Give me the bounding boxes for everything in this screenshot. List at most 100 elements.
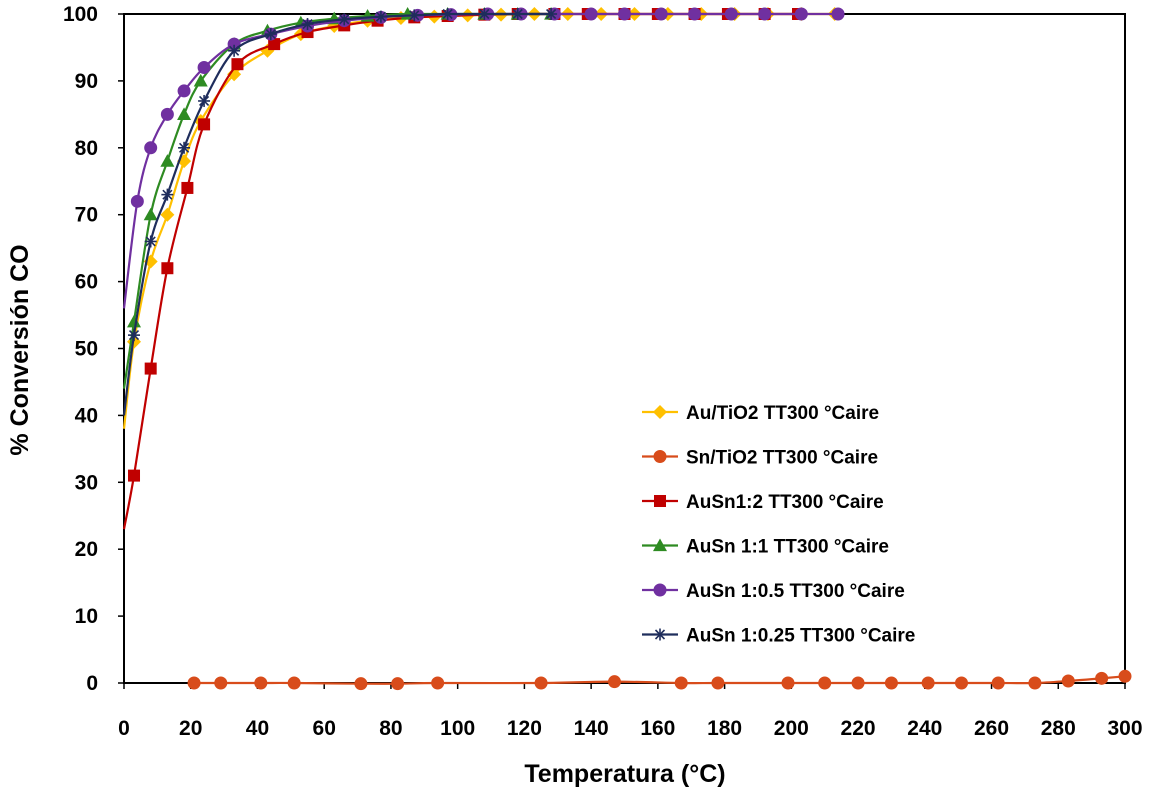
data-point — [1028, 676, 1042, 690]
legend-marker — [654, 495, 666, 507]
data-point — [144, 141, 158, 155]
data-point — [374, 10, 387, 23]
y-tick-label: 70 — [75, 204, 98, 227]
data-point — [724, 7, 738, 21]
x-tick-label: 20 — [179, 717, 202, 740]
data-point — [268, 38, 281, 51]
data-point — [198, 94, 211, 107]
data-point — [228, 44, 241, 57]
legend-label: AuSn 1:0.25 TT300 °Caire — [686, 626, 915, 647]
data-point — [144, 362, 157, 375]
y-tick-label: 60 — [75, 271, 98, 294]
data-point — [584, 7, 598, 21]
data-point — [187, 676, 201, 690]
series-6 — [122, 8, 558, 416]
legend-marker — [653, 405, 667, 419]
data-point — [143, 207, 158, 221]
data-point — [193, 73, 208, 87]
x-tick-label: 120 — [507, 717, 542, 740]
legend-marker — [653, 538, 667, 552]
legend-label: AuSn 1:1 TT300 °Caire — [686, 537, 889, 558]
data-point — [818, 676, 832, 690]
data-point — [181, 181, 194, 194]
legend-label: AuSn1:2 TT300 °Caire — [686, 492, 884, 513]
data-point — [711, 676, 725, 690]
data-point — [177, 84, 191, 98]
data-point — [144, 235, 157, 248]
data-point — [545, 8, 558, 20]
data-point — [781, 676, 795, 690]
x-tick-label: 280 — [1041, 717, 1076, 740]
data-point — [391, 677, 405, 691]
series-line — [194, 675, 1126, 685]
y-axis-title: % Conversión CO — [6, 244, 34, 455]
x-tick-label: 40 — [246, 717, 269, 740]
y-tick-label: 90 — [75, 70, 98, 93]
data-point — [160, 207, 175, 222]
data-point — [231, 58, 244, 71]
x-axis-title: Temperatura (°C) — [524, 760, 725, 788]
x-tick-label: 60 — [313, 717, 336, 740]
data-point — [851, 676, 865, 690]
data-point — [884, 676, 898, 690]
data-point — [130, 194, 144, 208]
data-point — [354, 677, 368, 691]
legend-entry-3: AuSn1:2 TT300 °Caire — [642, 492, 884, 513]
legend-entry-6: AuSn 1:0.25 TT300 °Caire — [642, 626, 915, 647]
y-tick-label: 80 — [75, 137, 98, 160]
data-point — [478, 8, 491, 20]
data-point — [921, 676, 935, 690]
data-point — [431, 676, 445, 690]
data-point — [1095, 671, 1109, 685]
data-point — [794, 7, 808, 21]
series-3 — [122, 8, 805, 530]
data-point — [831, 7, 845, 21]
data-point — [128, 469, 141, 482]
legend-entry-4: AuSn 1:1 TT300 °Caire — [642, 537, 889, 558]
data-point — [441, 8, 454, 20]
data-point — [1061, 674, 1075, 688]
y-tick-label: 10 — [75, 605, 98, 628]
data-point — [688, 7, 702, 21]
data-point — [758, 7, 772, 21]
data-point — [128, 329, 141, 342]
x-tick-label: 180 — [707, 717, 742, 740]
data-point — [160, 107, 174, 121]
data-point — [607, 675, 621, 689]
data-point — [264, 28, 277, 41]
data-point — [674, 676, 688, 690]
data-point — [654, 7, 668, 21]
data-point — [127, 314, 142, 328]
data-point — [198, 118, 211, 131]
data-point — [178, 141, 191, 154]
x-tick-label: 0 — [118, 717, 130, 740]
x-tick-label: 80 — [379, 717, 402, 740]
data-point — [197, 61, 211, 75]
x-tick-label: 200 — [774, 717, 809, 740]
legend-label: Au/TiO2 TT300 °Caire — [686, 403, 879, 424]
data-point — [160, 154, 175, 167]
data-point — [301, 18, 314, 31]
x-tick-label: 300 — [1107, 717, 1142, 740]
series-2 — [187, 669, 1132, 691]
series-line — [122, 12, 552, 416]
y-tick-label: 40 — [75, 404, 98, 427]
data-point — [408, 9, 421, 22]
x-tick-label: 220 — [841, 717, 876, 740]
data-point — [254, 676, 268, 690]
legend-label: Sn/TiO2 TT300 °Caire — [686, 448, 878, 469]
x-tick-label: 240 — [907, 717, 942, 740]
legend-label: AuSn 1:0.5 TT300 °Caire — [686, 581, 905, 602]
data-point — [338, 13, 351, 26]
data-point — [227, 67, 242, 82]
data-point — [511, 8, 524, 20]
legend-marker — [653, 450, 667, 463]
data-point — [955, 676, 969, 690]
data-point — [991, 676, 1005, 690]
y-tick-label: 20 — [75, 538, 98, 561]
data-point — [287, 676, 301, 690]
legend-entry-1: Au/TiO2 TT300 °Caire — [642, 403, 879, 424]
data-point — [1118, 669, 1132, 683]
y-tick-label: 0 — [86, 672, 98, 695]
legend-entry-2: Sn/TiO2 TT300 °Caire — [642, 448, 878, 469]
